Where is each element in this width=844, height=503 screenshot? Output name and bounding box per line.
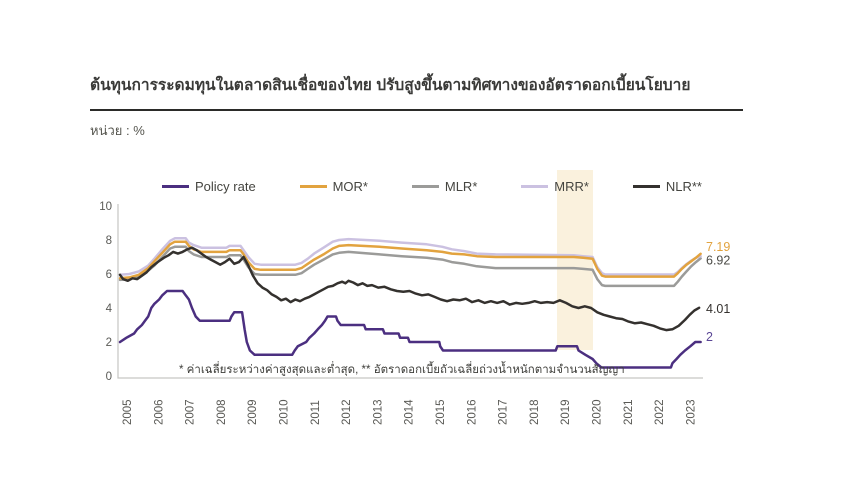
x-tick-label: 2020 (592, 399, 604, 425)
end-label-mlr: 6.92 (706, 253, 730, 267)
x-tick-label: 2021 (623, 399, 635, 425)
x-tick-label: 2010 (279, 399, 291, 425)
end-label-mor: 7.19 (706, 240, 730, 254)
x-tick-label: 2012 (341, 399, 353, 425)
chart-title: ต้นทุนการระดมทุนในตลาดสินเชื่อของไทย ปรั… (90, 77, 691, 94)
y-tick-label: 0 (106, 371, 112, 383)
series-line-nlr (118, 246, 701, 332)
x-tick-label: 2014 (404, 399, 416, 425)
series-line-mrr (118, 237, 702, 277)
series-line-policy-rate (118, 289, 702, 369)
y-tick-label: 2 (106, 337, 112, 349)
legend-label-mlr: MLR* (444, 179, 478, 194)
x-tick-label: 2011 (310, 400, 322, 425)
y-tick-label: 10 (99, 201, 112, 213)
x-tick-label: 2016 (466, 399, 478, 425)
x-tick-label: 2018 (529, 399, 541, 425)
chart-legend: Policy rate MOR* MLR* MRR* NLR** (162, 179, 702, 194)
series-line-mor (118, 240, 702, 280)
series-line-mlr (118, 245, 702, 288)
y-tick-label: 4 (106, 303, 113, 315)
title-rule (90, 109, 743, 111)
x-tick-label: 2017 (498, 399, 510, 425)
end-label-nlr: 4.01 (706, 302, 730, 316)
y-tick-label: 8 (106, 235, 112, 247)
legend-label-mrr: MRR* (554, 179, 589, 194)
end-label-policy-rate: 2 (706, 330, 713, 344)
x-tick-label: 2008 (216, 399, 228, 425)
x-tick-label: 2022 (654, 399, 666, 425)
legend-swatch-mlr (411, 185, 439, 188)
y-tick-label: 6 (106, 269, 112, 281)
unit-label: หน่วย : % (90, 123, 145, 138)
legend-label-nlr: NLR** (665, 179, 702, 194)
x-tick-label: 2019 (560, 399, 572, 425)
line-chart: 0 2 4 6 8 10 2005 2006 2007 2008 2009 2010 2011 2012 2… (99, 201, 730, 425)
legend-swatch-policy-rate (162, 185, 189, 188)
legend-item-mlr: MLR* (411, 179, 478, 194)
x-tick-label: 2023 (685, 399, 697, 425)
x-tick-label: 2007 (185, 399, 197, 425)
highlight-band-2019 (556, 170, 594, 350)
x-tick-label: 2009 (247, 399, 259, 425)
legend-label-policy-rate: Policy rate (195, 179, 256, 194)
x-tick-label: 2013 (372, 399, 384, 425)
x-tick-label: 2006 (153, 399, 165, 425)
legend-item-mor: MOR* (299, 179, 368, 194)
legend-swatch-mor (299, 185, 327, 188)
legend-label-mor: MOR* (332, 179, 368, 194)
x-tick-label: 2005 (122, 399, 134, 425)
legend-item-policy-rate: Policy rate (162, 179, 256, 194)
axis-lines (117, 204, 703, 379)
chart-footnote: * ค่าเฉลี่ยระหว่างค่าสูงสุดและต่ำสุด, **… (179, 364, 625, 376)
legend-item-mrr: MRR* (521, 179, 589, 194)
legend-swatch-nlr (632, 185, 660, 188)
legend-item-nlr: NLR** (632, 179, 702, 194)
legend-swatch-mrr (521, 185, 549, 188)
x-tick-label: 2015 (435, 399, 447, 425)
